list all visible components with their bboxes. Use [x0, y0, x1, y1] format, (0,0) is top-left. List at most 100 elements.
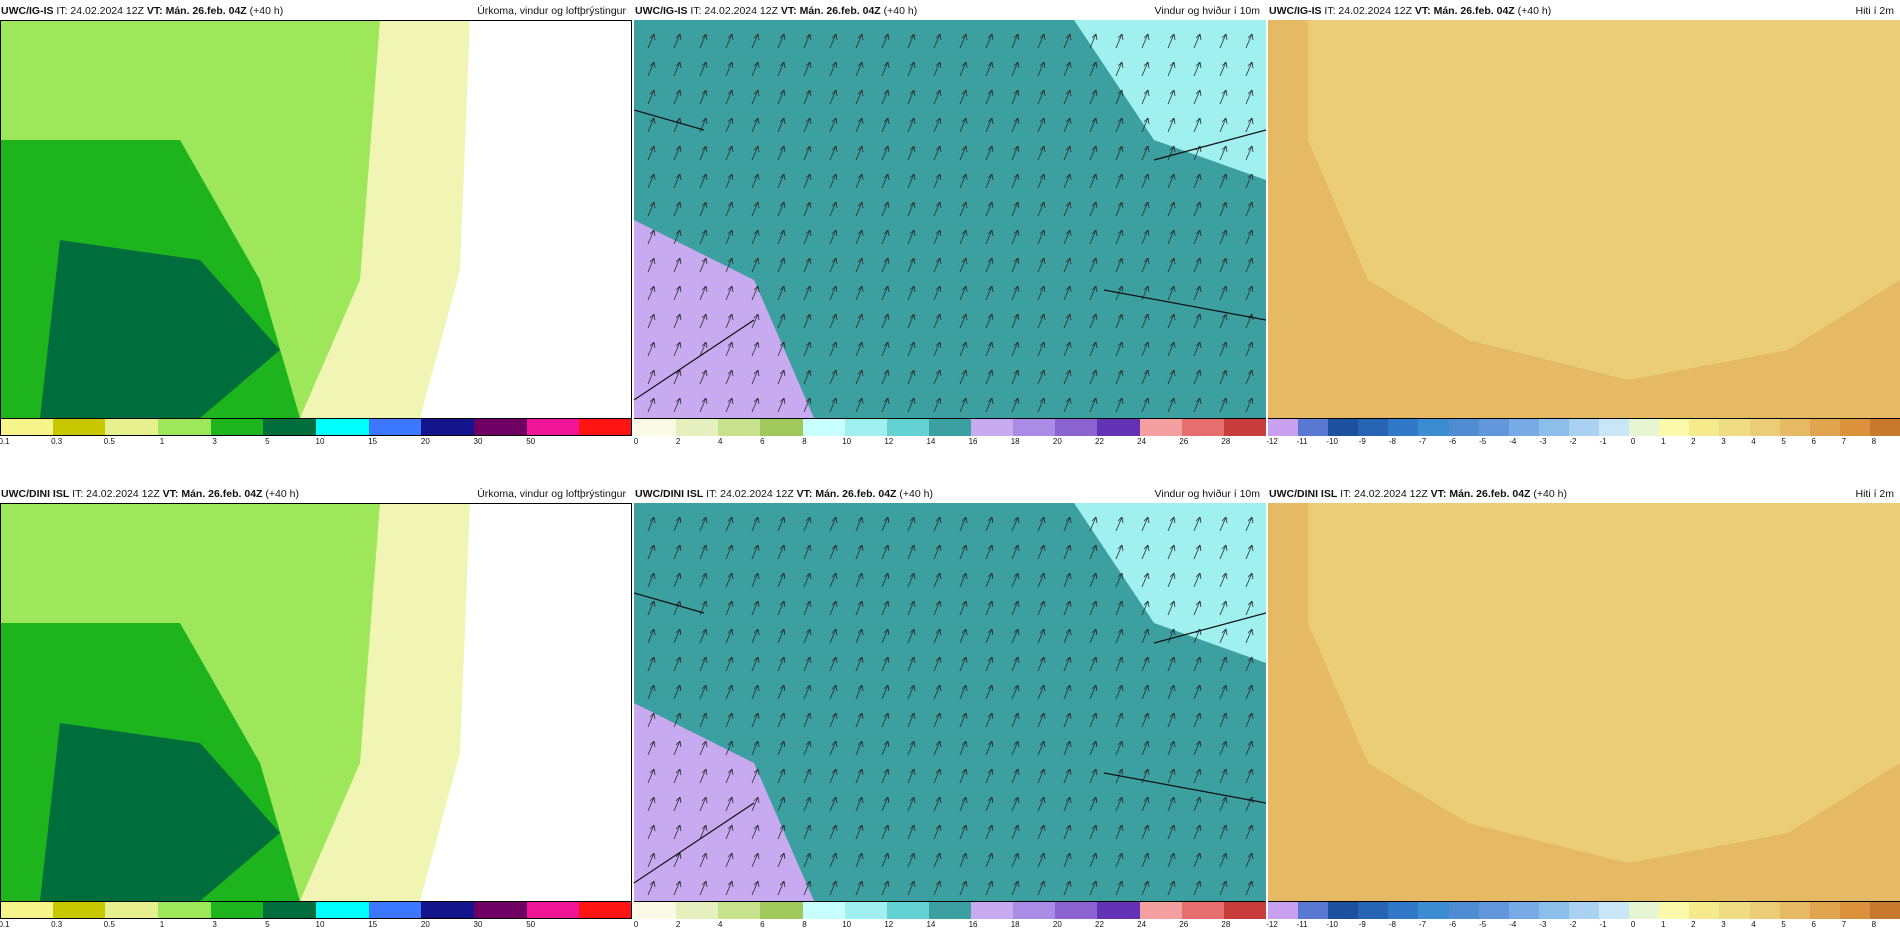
- wind-arrow: [1219, 516, 1228, 532]
- wind-arrow: [1115, 229, 1124, 245]
- wind-arrow: [673, 257, 682, 273]
- wind-arrow: [1115, 852, 1124, 868]
- panel-title: Vindur og hviður í 10m: [1154, 488, 1260, 500]
- wind-arrow: [673, 397, 682, 413]
- map-precip[interactable]: [0, 20, 632, 418]
- wind-arrow: [1063, 341, 1072, 357]
- wind-arrow: [907, 824, 916, 840]
- wind-arrow: [751, 712, 760, 728]
- wind-arrow: [725, 712, 734, 728]
- colorbar-tick-label: -3: [1539, 920, 1547, 929]
- wind-arrow: [985, 369, 994, 385]
- wind-arrow: [1089, 145, 1098, 161]
- wind-arrow: [803, 852, 812, 868]
- wind-arrow: [777, 796, 786, 812]
- wind-arrow: [751, 33, 760, 49]
- wind-arrow: [777, 257, 786, 273]
- colorbar-swatch: [0, 902, 54, 919]
- colorbar-tick-label: 7: [1841, 437, 1847, 446]
- wind-arrow: [1193, 656, 1202, 672]
- wind-arrow: [725, 229, 734, 245]
- colorbar-tick-label: -2: [1569, 437, 1577, 446]
- colorbar-swatch: [1659, 419, 1690, 436]
- wind-arrow: [829, 397, 838, 413]
- wind-arrow: [1219, 656, 1228, 672]
- colorbar-swatch: [1388, 419, 1419, 436]
- wind-arrow: [1141, 684, 1150, 700]
- wind-arrow: [1063, 117, 1072, 133]
- wind-arrow: [1063, 257, 1072, 273]
- wind-arrow: [725, 684, 734, 700]
- wind-arrow: [803, 341, 812, 357]
- colorbar-tick-label: 6: [1811, 437, 1816, 446]
- wind-arrow: [933, 369, 942, 385]
- wind-arrow: [777, 341, 786, 357]
- wind-arrow: [907, 257, 916, 273]
- wind-arrow: [933, 600, 942, 616]
- colorbar-swatch: [1139, 419, 1183, 436]
- colorbar-swatch: [1478, 902, 1510, 919]
- colorbar-swatch: [1689, 902, 1720, 919]
- wind-arrow: [1167, 544, 1176, 560]
- wind-arrow: [725, 145, 734, 161]
- map-precip[interactable]: [0, 503, 632, 901]
- wind-arrow: [881, 600, 890, 616]
- wind-arrow: [881, 201, 890, 217]
- wind-arrow: [1245, 656, 1254, 672]
- panel-header: UWC/DINI ISL IT: 24.02.2024 12Z VT: Mán.…: [634, 487, 1266, 503]
- wind-arrow: [725, 201, 734, 217]
- wind-arrow: [1245, 145, 1254, 161]
- wind-arrow: [1245, 229, 1254, 245]
- colorbar-swatch: [1448, 902, 1480, 919]
- wind-arrow: [1037, 33, 1046, 49]
- wind-arrow: [829, 852, 838, 868]
- wind-arrow: [985, 600, 994, 616]
- wind-arrow: [881, 145, 890, 161]
- wind-arrow: [855, 572, 864, 588]
- wind-arrow: [647, 313, 656, 329]
- wind-arrow: [751, 229, 760, 245]
- wind-arrow: [1193, 796, 1202, 812]
- wind-arrow: [1011, 257, 1020, 273]
- wind-arrow: [829, 285, 838, 301]
- colorbar-tick-label: 0.1: [0, 920, 10, 929]
- wind-arrow: [751, 397, 760, 413]
- wind-arrow: [1193, 684, 1202, 700]
- map-wind[interactable]: 2927272827283131303231282627252929272431…: [634, 503, 1266, 901]
- wind-arrow: [855, 768, 864, 784]
- wind-arrow: [1037, 628, 1046, 644]
- wind-arrow: [959, 397, 968, 413]
- wind-arrow: [1141, 341, 1150, 357]
- wind-arrow: [803, 173, 812, 189]
- wind-arrow: [699, 33, 708, 49]
- wind-arrow: [1089, 600, 1098, 616]
- map-temp[interactable]: 4.34.0-2.0-2.24.73.6-2.94.92.7-4.4-6.80.…: [1268, 20, 1900, 418]
- wind-arrow: [1089, 544, 1098, 560]
- wind-arrow: [699, 628, 708, 644]
- wind-arrow: [855, 285, 864, 301]
- wind-arrow: [699, 656, 708, 672]
- model-name: UWC/IG-IS: [1, 5, 54, 17]
- wind-arrow: [829, 33, 838, 49]
- wind-arrow: [725, 89, 734, 105]
- wind-arrow: [777, 33, 786, 49]
- colorbar-tick-label: -2: [1569, 920, 1577, 929]
- wind-arrow: [699, 684, 708, 700]
- wind-arrow: [829, 796, 838, 812]
- wind-arrow: [1219, 768, 1228, 784]
- wind-arrow: [1011, 229, 1020, 245]
- wind-arrow: [855, 656, 864, 672]
- wind-arrow: [1063, 740, 1072, 756]
- wind-arrow: [1141, 600, 1150, 616]
- wind-arrow: [1193, 89, 1202, 105]
- wind-arrow: [803, 712, 812, 728]
- wind-arrow: [1193, 285, 1202, 301]
- wind-arrow: [1089, 313, 1098, 329]
- wind-arrow: [803, 740, 812, 756]
- map-wind[interactable]: 3031262727283429273131323231332527293132…: [634, 20, 1266, 418]
- map-temp[interactable]: 4.43.52.75.9-3.84.74.84.5-1.4-4.3-1.90.4…: [1268, 503, 1900, 901]
- wind-arrow: [933, 229, 942, 245]
- wind-arrow: [1089, 768, 1098, 784]
- wind-arrow: [959, 341, 968, 357]
- wind-arrow: [959, 544, 968, 560]
